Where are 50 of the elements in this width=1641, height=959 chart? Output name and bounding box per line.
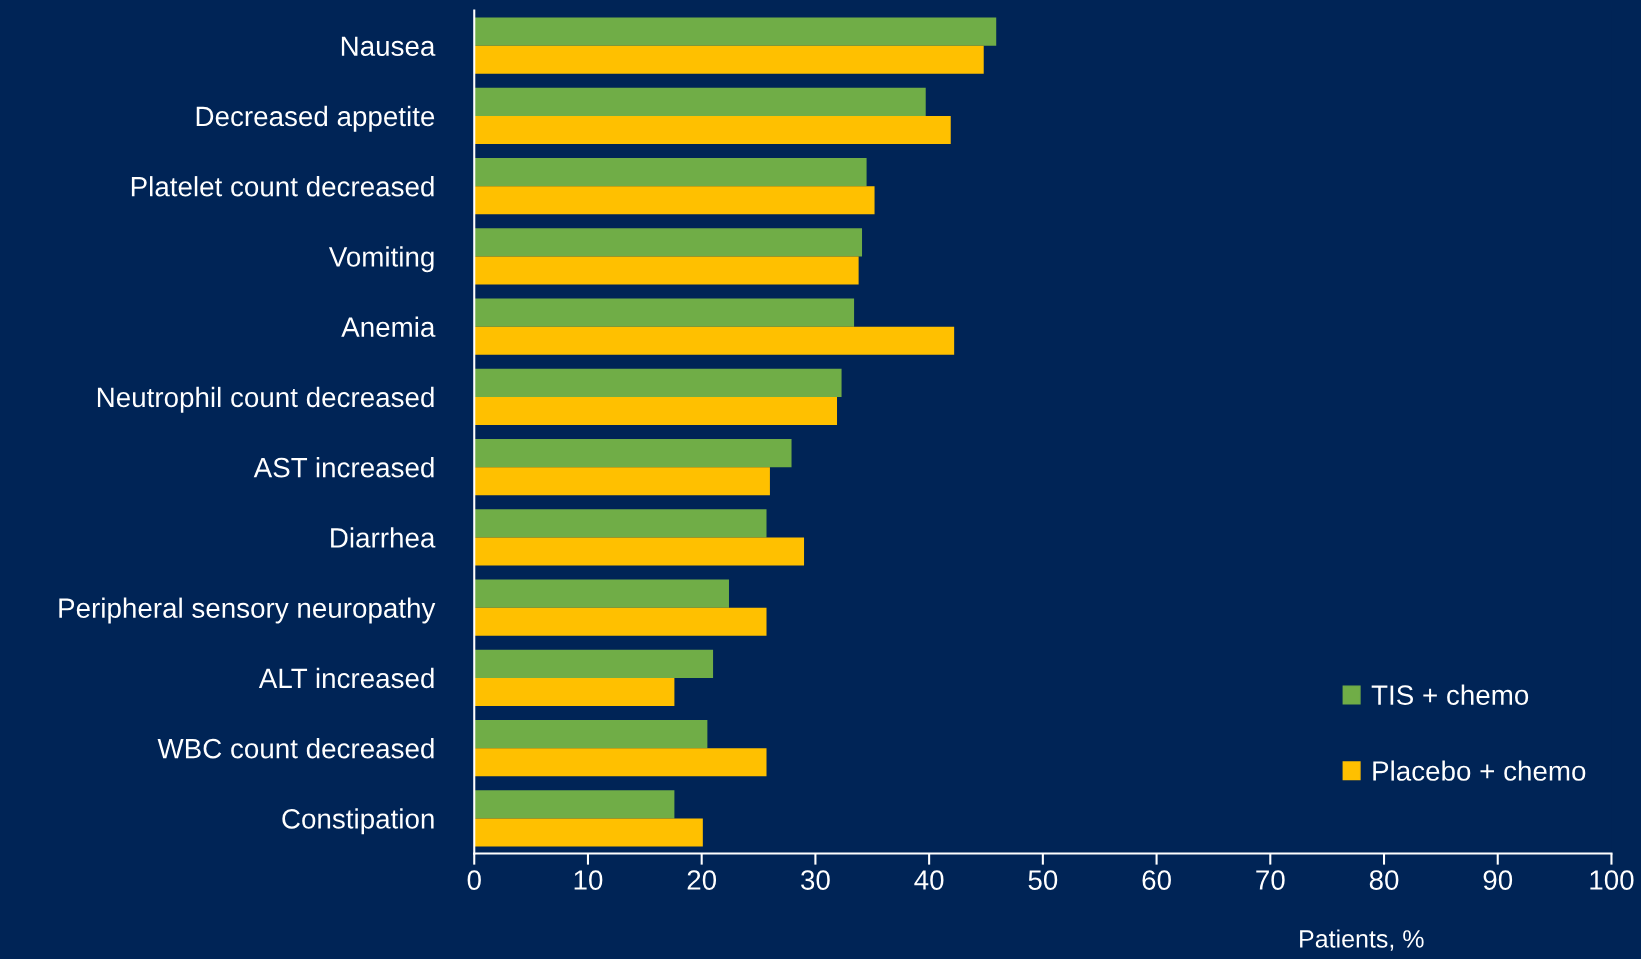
legend-label: Placebo + chemo <box>1373 760 1586 781</box>
y-tick-label: Anemia <box>341 316 436 337</box>
bar <box>474 537 805 566</box>
y-tick-label: Diarrhea <box>331 527 436 548</box>
x-tick-label: 100 <box>1590 870 1634 890</box>
bar <box>474 87 926 116</box>
bar <box>474 158 867 187</box>
bar <box>474 720 708 749</box>
bar <box>474 579 729 608</box>
y-tick-label: Nausea <box>341 36 436 57</box>
bar <box>474 677 675 706</box>
x-axis-title: Patients, % <box>1300 929 1424 951</box>
y-tick-label: Decreased appetite <box>196 105 435 132</box>
bar <box>474 45 984 74</box>
bar <box>474 467 770 496</box>
bar <box>474 818 703 847</box>
y-tick-label: Platelet count decreased <box>131 176 434 197</box>
x-tick-label: 10 <box>574 870 603 890</box>
x-tick-label: 40 <box>914 870 944 890</box>
y-tick-label: Vomiting <box>328 246 434 273</box>
bar <box>474 649 714 678</box>
bar <box>474 326 955 355</box>
bar <box>474 228 863 257</box>
legend-label: TIS + chemo <box>1371 684 1529 705</box>
bar <box>474 256 859 285</box>
bar <box>474 17 997 46</box>
x-tick-label: 0 <box>467 870 481 890</box>
x-tick-label: 20 <box>687 870 717 890</box>
bar <box>474 115 951 145</box>
bar <box>474 298 855 327</box>
bar <box>474 509 767 538</box>
x-tick-label: 80 <box>1369 870 1399 890</box>
y-tick-label: AST increased <box>253 457 434 478</box>
y-tick-label: Peripheral sensory neuropathy <box>59 597 436 624</box>
bar <box>474 790 675 819</box>
y-tick-label: Neutrophil count decreased <box>97 386 434 413</box>
bar <box>474 396 838 425</box>
y-tick-label: Constipation <box>282 808 434 835</box>
y-tick-label: WBC count decreased <box>157 738 434 759</box>
bar <box>474 368 842 397</box>
x-tick-label: 90 <box>1483 870 1513 890</box>
x-tick-label: 60 <box>1142 870 1171 890</box>
x-tick-label: 50 <box>1028 870 1058 890</box>
y-tick-label: ALT increased <box>258 667 434 689</box>
bar <box>474 186 875 215</box>
bar <box>474 439 792 468</box>
bar <box>474 607 767 636</box>
x-tick-label: 30 <box>801 870 830 890</box>
bar <box>474 748 767 777</box>
x-tick-label: 70 <box>1256 870 1285 890</box>
